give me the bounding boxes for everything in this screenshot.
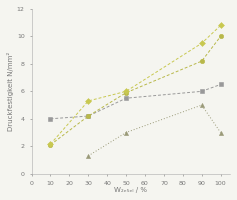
X-axis label: W₂ₑ₅ₑₗ / %: W₂ₑ₅ₑₗ / % xyxy=(114,187,147,193)
Y-axis label: Druckfestigkeit N/mm²: Druckfestigkeit N/mm² xyxy=(7,52,14,131)
